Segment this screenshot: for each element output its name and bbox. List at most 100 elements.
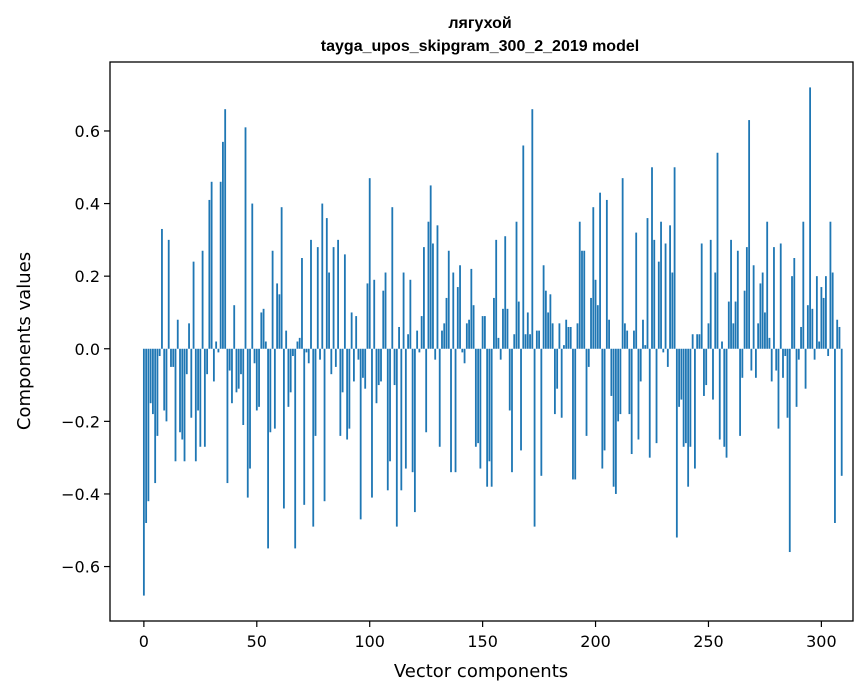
bar-291 bbox=[800, 326, 802, 349]
bar-30 bbox=[210, 181, 213, 349]
bar-93 bbox=[353, 348, 355, 382]
y-tick-label: 0.6 bbox=[75, 122, 100, 141]
bar-184 bbox=[558, 323, 561, 349]
bar-134 bbox=[445, 297, 448, 349]
bar-294 bbox=[806, 305, 809, 349]
bar-194 bbox=[581, 250, 583, 349]
bar-267 bbox=[745, 247, 748, 349]
bar-115 bbox=[402, 272, 405, 349]
bar-165 bbox=[515, 221, 518, 349]
bar-61 bbox=[280, 207, 283, 349]
bar-166 bbox=[517, 301, 520, 349]
bar-96 bbox=[359, 348, 362, 520]
bar-183 bbox=[556, 348, 559, 389]
bar-160 bbox=[504, 236, 507, 349]
bar-288 bbox=[793, 258, 796, 349]
bar-17 bbox=[181, 348, 184, 440]
bar-46 bbox=[246, 348, 249, 498]
bar-52 bbox=[260, 312, 263, 349]
bar-306 bbox=[834, 348, 836, 523]
bar-297 bbox=[813, 348, 816, 360]
bar-139 bbox=[456, 287, 459, 349]
bar-292 bbox=[802, 221, 805, 349]
bar-24 bbox=[197, 348, 199, 411]
bar-213 bbox=[624, 323, 626, 349]
bar-201 bbox=[596, 305, 599, 349]
bar-284 bbox=[784, 348, 787, 357]
bar-117 bbox=[407, 334, 410, 349]
bar-121 bbox=[416, 330, 419, 349]
bar-89 bbox=[343, 254, 346, 349]
bar-85 bbox=[334, 348, 337, 367]
bar-79 bbox=[321, 203, 324, 349]
bar-87 bbox=[339, 348, 342, 436]
bar-127 bbox=[429, 185, 432, 349]
bar-49 bbox=[253, 348, 256, 364]
bar-211 bbox=[619, 348, 622, 415]
bar-198 bbox=[590, 297, 592, 349]
bar-289 bbox=[795, 348, 798, 407]
bar-47 bbox=[249, 348, 251, 469]
bar-164 bbox=[513, 334, 516, 349]
x-tick-label: 100 bbox=[354, 632, 385, 651]
bar-242 bbox=[689, 348, 692, 447]
bar-92 bbox=[350, 312, 353, 349]
bar-64 bbox=[287, 348, 290, 407]
bar-44 bbox=[242, 348, 245, 425]
bar-54 bbox=[264, 341, 267, 349]
bar-225 bbox=[651, 167, 653, 349]
bar-309 bbox=[840, 348, 843, 476]
bar-153 bbox=[488, 348, 491, 462]
y-axis-label: Components values bbox=[14, 252, 35, 430]
bar-154 bbox=[490, 348, 493, 487]
bar-176 bbox=[540, 348, 543, 476]
bar-135 bbox=[447, 250, 450, 349]
bar-203 bbox=[601, 348, 604, 469]
bar-14 bbox=[174, 348, 177, 462]
bar-300 bbox=[820, 287, 823, 349]
bar-295 bbox=[809, 87, 811, 349]
bar-42 bbox=[237, 348, 240, 389]
bar-187 bbox=[565, 319, 568, 349]
bar-181 bbox=[551, 323, 554, 349]
bar-276 bbox=[766, 221, 769, 349]
bar-193 bbox=[578, 221, 581, 349]
bar-205 bbox=[605, 199, 608, 349]
bar-156 bbox=[495, 239, 498, 349]
bar-114 bbox=[400, 348, 403, 491]
bar-175 bbox=[538, 330, 540, 349]
bar-88 bbox=[341, 348, 344, 393]
bar-1 bbox=[145, 348, 148, 523]
bar-268 bbox=[748, 120, 751, 349]
bar-110 bbox=[391, 207, 394, 349]
bar-244 bbox=[694, 348, 696, 469]
bar-36 bbox=[224, 109, 227, 349]
x-axis-label: Vector components bbox=[394, 661, 568, 682]
bar-80 bbox=[323, 348, 326, 502]
bar-75 bbox=[312, 348, 315, 527]
bar-173 bbox=[533, 348, 536, 527]
bar-145 bbox=[470, 268, 473, 349]
bar-119 bbox=[411, 348, 414, 473]
bar-3 bbox=[149, 348, 152, 404]
bar-197 bbox=[587, 348, 590, 367]
bar-144 bbox=[468, 319, 470, 349]
bar-299 bbox=[818, 341, 821, 349]
bar-78 bbox=[319, 348, 321, 360]
x-tick-label: 200 bbox=[580, 632, 611, 651]
bar-274 bbox=[761, 272, 764, 349]
bar-204 bbox=[603, 348, 606, 451]
bar-188 bbox=[567, 326, 570, 349]
bar-192 bbox=[576, 323, 579, 349]
bar-8 bbox=[161, 228, 163, 349]
bar-113 bbox=[398, 326, 400, 349]
bar-41 bbox=[235, 348, 238, 393]
bar-174 bbox=[535, 330, 538, 349]
bar-151 bbox=[483, 316, 486, 349]
bar-146 bbox=[472, 305, 475, 349]
bar-246 bbox=[698, 334, 701, 349]
bar-6 bbox=[156, 348, 159, 436]
bar-258 bbox=[725, 348, 728, 458]
bar-5 bbox=[154, 348, 157, 484]
